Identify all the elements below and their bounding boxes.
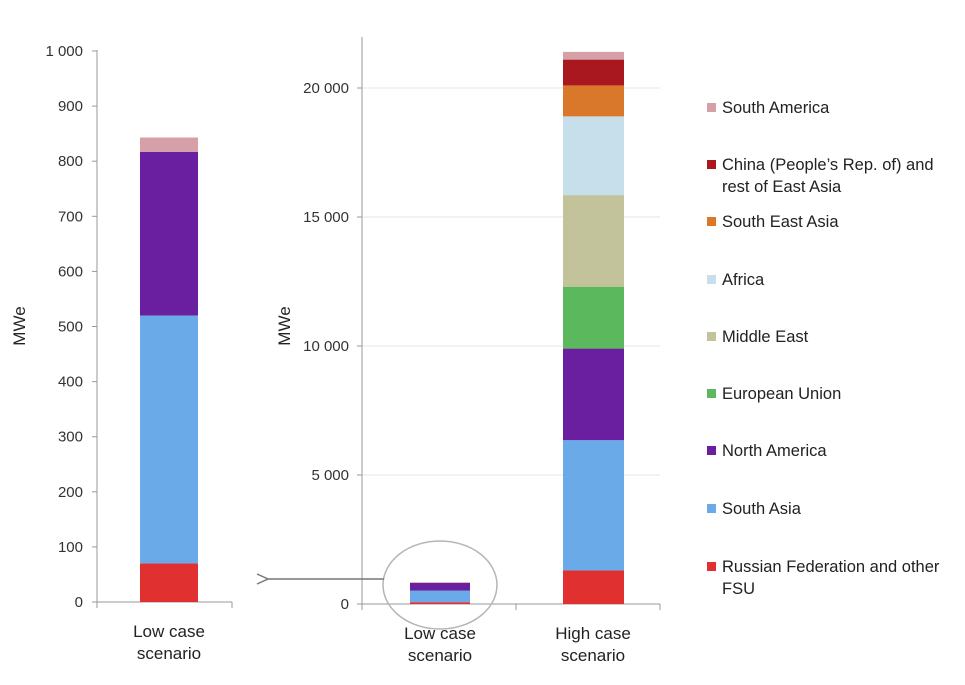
- chart1-y-tick-label: 200: [58, 484, 83, 501]
- legend-swatch-china-people-s-rep-of-and-rest-of-east-asia: [707, 160, 716, 169]
- legend-label-north-america: North America: [722, 442, 827, 460]
- legend-label-south-asia: South Asia: [722, 500, 802, 518]
- legend-label-china-people-s-rep-of-and-rest-of-east-asia: rest of East Asia: [722, 178, 842, 196]
- chart2-bar-south-asia-cat2: [563, 440, 624, 571]
- chart2-bar-european-union-cat2: [563, 286, 624, 349]
- zoom-callout-ellipse: [382, 540, 498, 630]
- chart2-y-tick-label: 0: [341, 596, 349, 613]
- chart2-category-label: scenario: [561, 646, 625, 665]
- chart2-bar-china-people-s-rep-of-and-rest-of-east-asia-cat2: [563, 59, 624, 86]
- chart1-category-label: scenario: [137, 644, 201, 663]
- legend-swatch-north-america: [707, 446, 716, 455]
- legend-swatch-middle-east: [707, 332, 716, 341]
- legend-label-south-america: South America: [722, 99, 830, 117]
- chart1-bar-south-america-cat1: [140, 137, 198, 152]
- legend-swatch-russian-federation-and-other-fsu: [707, 562, 716, 571]
- legend-swatch-africa: [707, 275, 716, 284]
- chart2-category-label: scenario: [408, 646, 472, 665]
- chart1-y-tick-label: 400: [58, 374, 83, 391]
- chart1-y-tick-label: 500: [58, 319, 83, 336]
- chart2-y-tick-label: 5 000: [311, 467, 349, 484]
- chart2-bar-south-east-asia-cat2: [563, 85, 624, 117]
- chart1-bar-north-america-cat1: [140, 151, 198, 316]
- chart2-bar-africa-cat2: [563, 116, 624, 196]
- chart1-y-tick-label: 900: [58, 98, 83, 115]
- legend-swatch-south-east-asia: [707, 217, 716, 226]
- chart1-y-tick-label: 600: [58, 263, 83, 280]
- chart1-y-tick-label: 0: [75, 594, 83, 611]
- chart1-y-tick-label: 1 000: [45, 43, 83, 60]
- legend-label-china-people-s-rep-of-and-rest-of-east-asia: China (People’s Rep. of) and: [722, 156, 934, 174]
- legend-label-european-union: European Union: [722, 385, 841, 403]
- legend-label-africa: Africa: [722, 271, 765, 289]
- chart1-bar-south-asia-cat1: [140, 315, 198, 564]
- chart2-y-tick-label: 15 000: [303, 209, 349, 226]
- chart2-y-tick-label: 20 000: [303, 80, 349, 97]
- chart2-category-label: Low case: [404, 624, 476, 643]
- chart2-y-tick-label: 10 000: [303, 338, 349, 355]
- legend-label-russian-federation-and-other-fsu: FSU: [722, 580, 755, 598]
- chart2-bar-south-america-cat1: [410, 582, 470, 583]
- legend-swatch-south-america: [707, 103, 716, 112]
- chart2-y-axis-title: MWe: [275, 306, 294, 345]
- legend-label-russian-federation-and-other-fsu: Russian Federation and other: [722, 558, 940, 576]
- legend-swatch-south-asia: [707, 504, 716, 513]
- chart1-y-tick-label: 800: [58, 153, 83, 170]
- chart2-category-label: High case: [555, 624, 631, 643]
- legend-swatch-european-union: [707, 389, 716, 398]
- chart2-bar-middle-east-cat2: [563, 195, 624, 287]
- legend-label-south-east-asia: South East Asia: [722, 213, 839, 231]
- chart1-category-label: Low case: [133, 622, 205, 641]
- chart1-y-tick-label: 100: [58, 539, 83, 556]
- chart2-bar-russian-federation-and-other-fsu-cat1: [410, 602, 470, 604]
- chart2-bar-north-america-cat2: [563, 348, 624, 441]
- chart2-bar-russian-federation-and-other-fsu-cat2: [563, 570, 624, 604]
- chart2-bar-south-asia-cat1: [410, 590, 470, 603]
- chart2-bar-north-america-cat1: [410, 582, 470, 591]
- chart1-y-tick-label: 300: [58, 429, 83, 446]
- chart1-y-axis-title: MWe: [10, 306, 29, 345]
- chart2-bar-south-america-cat2: [563, 51, 624, 60]
- legend-label-middle-east: Middle East: [722, 328, 809, 346]
- chart1-bar-russian-federation-and-other-fsu-cat1: [140, 563, 198, 602]
- chart1-y-tick-label: 700: [58, 208, 83, 225]
